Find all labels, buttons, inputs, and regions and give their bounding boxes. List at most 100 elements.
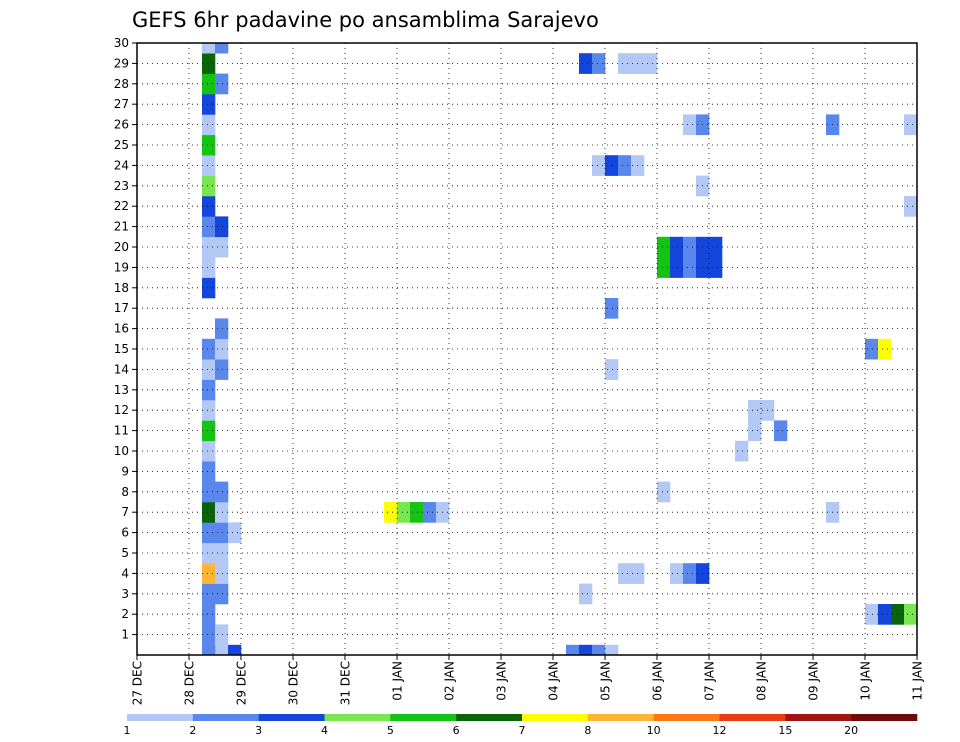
x-tick-label: 03 JAN [495, 661, 509, 701]
colorbar-segment [719, 714, 786, 721]
heatmap-cell [202, 400, 216, 421]
heatmap-cell [410, 502, 424, 523]
y-tick-label: 29 [114, 56, 129, 70]
y-tick-label: 15 [114, 342, 129, 356]
heatmap-cell [202, 542, 216, 564]
y-tick-label: 11 [114, 424, 129, 438]
x-axis: 27 DEC 28 DEC 29 DEC 30 DEC 31 DEC 01 JAN 02 J… [131, 655, 925, 705]
heatmap-cell [202, 257, 216, 278]
heatmap-cell [202, 481, 216, 503]
colorbar-label: 12 [713, 724, 727, 737]
heatmap-cell [748, 400, 762, 421]
heatmap-cell [228, 644, 242, 656]
heatmap-cell [215, 522, 229, 544]
y-tick-label: 16 [114, 322, 129, 336]
heatmap-cell [202, 73, 216, 95]
heatmap-cell [618, 563, 632, 584]
y-tick-label: 24 [114, 158, 129, 172]
heatmap-cell [605, 359, 619, 380]
colorbar-label: 4 [321, 724, 328, 737]
y-tick-label: 28 [114, 77, 129, 91]
heatmap-cell [878, 338, 892, 360]
colorbar-segment [522, 714, 589, 721]
heatmap-cell [202, 522, 216, 544]
y-tick-label: 17 [114, 301, 129, 315]
colorbar-segment [587, 714, 654, 721]
colorbar-segment [258, 714, 325, 721]
x-tick-label: 31 DEC [339, 661, 353, 705]
x-tick-label: 09 JAN [807, 661, 821, 701]
heatmap-cell [202, 94, 216, 115]
heatmap-cell [709, 236, 723, 258]
heatmap-cell [904, 114, 918, 136]
heatmap-cell [215, 563, 229, 584]
heatmap-cell [202, 461, 216, 482]
grid-lines [137, 42, 917, 655]
colorbar-label: 2 [189, 724, 196, 737]
heatmap-cell [384, 502, 398, 523]
x-tick-label: 11 JAN [911, 661, 925, 701]
heatmap-cell [215, 542, 229, 564]
x-tick-label: 27 DEC [131, 661, 145, 705]
heatmap-cell [215, 624, 229, 646]
heatmap-cell [605, 298, 619, 319]
heatmap-cell [215, 73, 229, 95]
heatmap-cell [709, 257, 723, 278]
heatmap-cell [904, 604, 918, 625]
colorbar-segment [324, 714, 391, 721]
heatmap-cell [202, 53, 216, 74]
heatmap-cell [202, 624, 216, 646]
y-tick-label: 12 [114, 403, 129, 417]
heatmap-cell [670, 236, 684, 258]
y-tick-label: 7 [121, 505, 129, 519]
colorbar-label: 8 [584, 724, 591, 737]
colorbar-label: 3 [255, 724, 262, 737]
heatmap-cell [215, 338, 229, 360]
x-tick-label: 08 JAN [755, 661, 769, 701]
colorbar-segment [785, 714, 852, 721]
heatmap-cell [618, 53, 632, 74]
y-tick-label: 20 [114, 240, 129, 254]
heatmap-cell [202, 114, 216, 136]
heatmap-cell [215, 502, 229, 523]
y-tick-label: 23 [114, 179, 129, 193]
heatmap-cell [878, 604, 892, 625]
heatmap-cell [202, 43, 216, 54]
heatmap-cell [618, 155, 632, 176]
heatmap-cell [215, 644, 229, 656]
y-tick-label: 6 [121, 526, 129, 540]
heatmap-cell [215, 318, 229, 340]
heatmap-cell [202, 420, 216, 442]
heatmap-cells [202, 43, 918, 656]
colorbar-label: 10 [647, 724, 661, 737]
x-tick-label: 04 JAN [547, 661, 561, 701]
heatmap-cell [592, 644, 606, 656]
heatmap-cell [683, 236, 697, 258]
heatmap-cell [202, 155, 216, 176]
chart-title: GEFS 6hr padavine po ansamblima Sarajevo [132, 8, 599, 32]
heatmap-cell [865, 338, 879, 360]
y-tick-label: 18 [114, 281, 129, 295]
heatmap-cell [215, 43, 229, 54]
heatmap-cell [670, 563, 684, 584]
y-tick-label: 4 [121, 566, 129, 580]
heatmap-cell [202, 379, 216, 401]
x-tick-label: 28 DEC [183, 661, 197, 705]
heatmap-cell [202, 277, 216, 299]
heatmap-cell [202, 175, 216, 197]
colorbar-label: 15 [778, 724, 792, 737]
y-tick-label: 30 [114, 36, 129, 50]
x-tick-label: 07 JAN [703, 661, 717, 701]
heatmap-cell [774, 420, 788, 442]
heatmap-cell [202, 604, 216, 625]
heatmap-cell [579, 583, 593, 605]
heatmap-cell [605, 644, 619, 656]
y-tick-label: 8 [121, 485, 129, 499]
heatmap-cell [202, 644, 216, 656]
y-tick-label: 3 [121, 587, 129, 601]
colorbar-segment [851, 714, 918, 721]
heatmap-cell [202, 216, 216, 238]
heatmap-cell [202, 236, 216, 258]
colorbar: 1 2 3 4 5 6 7 8 10 12 15 20 [124, 714, 918, 737]
